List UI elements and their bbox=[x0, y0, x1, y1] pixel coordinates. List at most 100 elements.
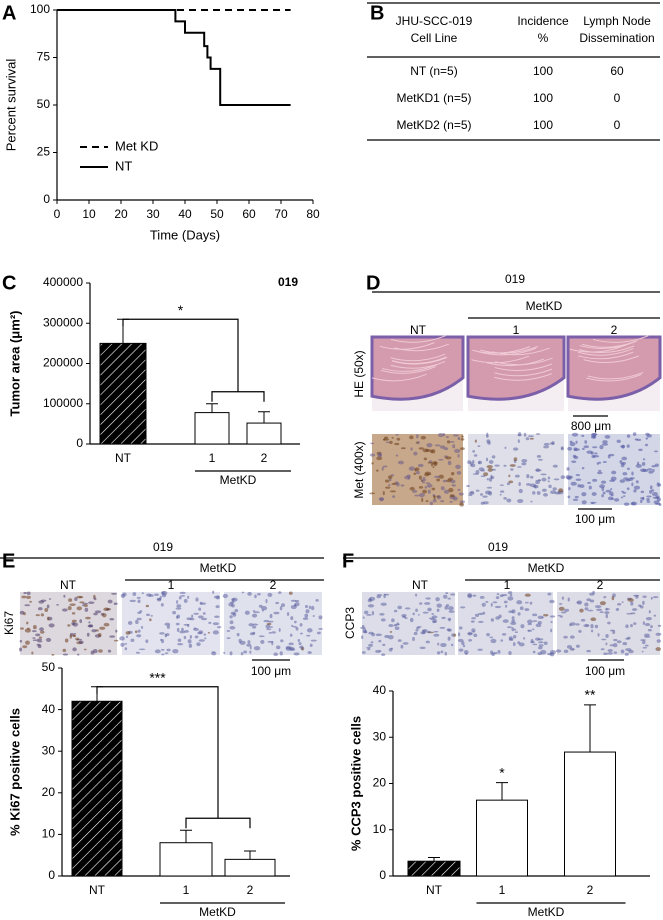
fiber bbox=[486, 358, 545, 367]
cell-nucleus bbox=[507, 626, 512, 629]
cell-nucleus bbox=[256, 593, 261, 596]
cell-nucleus bbox=[471, 617, 476, 620]
cell-nucleus bbox=[549, 599, 555, 604]
cell-nucleus bbox=[78, 640, 84, 644]
cell-nucleus bbox=[598, 469, 602, 472]
cell-nucleus bbox=[176, 627, 180, 633]
cell-nucleus bbox=[244, 610, 250, 615]
cell-nucleus bbox=[293, 652, 300, 656]
cell-nucleus bbox=[616, 640, 622, 644]
cell-nucleus bbox=[418, 475, 422, 480]
cell-nucleus bbox=[102, 613, 107, 618]
y-tick-label: 25 bbox=[37, 145, 51, 159]
cell-nucleus bbox=[513, 447, 519, 451]
cell-nucleus bbox=[389, 490, 397, 493]
cell-nucleus bbox=[280, 603, 286, 608]
cell-nucleus bbox=[521, 458, 528, 463]
cell-nucleus bbox=[625, 624, 629, 629]
cell-nucleus bbox=[511, 627, 514, 632]
cell-nucleus bbox=[422, 477, 426, 480]
cell-nucleus bbox=[293, 625, 297, 628]
cell-nucleus bbox=[82, 602, 89, 605]
bar bbox=[224, 858, 276, 877]
cell-nucleus bbox=[655, 647, 661, 652]
cell-nucleus bbox=[288, 591, 293, 595]
cell-nucleus bbox=[626, 612, 633, 615]
cell-nucleus bbox=[288, 642, 294, 646]
cell-nucleus bbox=[172, 649, 179, 654]
significance: *** bbox=[149, 669, 166, 685]
cell-nucleus bbox=[648, 610, 651, 614]
x-tick-label: NT bbox=[426, 883, 443, 897]
cell-nucleus bbox=[375, 649, 381, 653]
cell-nucleus bbox=[290, 599, 297, 602]
cell-nucleus bbox=[384, 479, 390, 483]
cell-nucleus bbox=[38, 600, 45, 604]
cell-nucleus bbox=[86, 632, 90, 637]
cell-nucleus bbox=[485, 457, 489, 462]
cell-nucleus bbox=[446, 440, 451, 444]
cell-nucleus bbox=[253, 611, 260, 614]
cell-nucleus bbox=[381, 653, 386, 656]
cell-nucleus bbox=[468, 638, 473, 642]
y-tick-label: 40 bbox=[42, 702, 56, 716]
scale-label: 100 μm bbox=[575, 512, 615, 526]
cell-nucleus bbox=[19, 627, 24, 630]
cell-nucleus bbox=[599, 601, 606, 606]
cell-nucleus bbox=[513, 628, 517, 631]
cell-nucleus bbox=[621, 601, 624, 603]
cell-nucleus bbox=[596, 462, 600, 465]
x-tick-label: 1 bbox=[499, 883, 506, 897]
cell-nucleus bbox=[653, 614, 657, 617]
bar bbox=[476, 799, 528, 877]
cell-nucleus bbox=[486, 486, 493, 489]
cell-nucleus bbox=[633, 489, 637, 493]
cell-nucleus bbox=[172, 610, 177, 615]
y-tick-label: 30 bbox=[42, 743, 56, 757]
cell-nucleus bbox=[499, 490, 505, 493]
cell-nucleus bbox=[591, 492, 597, 496]
x-tick-label: 70 bbox=[274, 207, 288, 221]
cell-nucleus bbox=[440, 650, 444, 654]
cell-nucleus bbox=[492, 601, 498, 604]
significance-bracket bbox=[96, 686, 251, 829]
cell-nucleus bbox=[547, 480, 550, 483]
fiber bbox=[494, 373, 553, 381]
cell-nucleus bbox=[508, 474, 511, 478]
cell-nucleus bbox=[587, 481, 592, 484]
cell-nucleus bbox=[532, 628, 535, 631]
cell-nucleus bbox=[141, 625, 144, 629]
cell-nucleus bbox=[215, 605, 220, 609]
cell-nucleus bbox=[445, 456, 452, 460]
cell-nucleus bbox=[189, 617, 195, 621]
cell-nucleus bbox=[369, 453, 376, 457]
cell-nucleus bbox=[415, 629, 419, 632]
cell-nucleus bbox=[187, 624, 190, 628]
cell-nucleus bbox=[120, 642, 125, 647]
fiber bbox=[569, 344, 626, 353]
cell-nucleus bbox=[541, 616, 544, 619]
cell-nucleus bbox=[79, 619, 83, 624]
cell-nucleus bbox=[560, 475, 566, 480]
cell-nucleus bbox=[535, 480, 541, 485]
cell-nucleus bbox=[280, 639, 284, 643]
cell-nucleus bbox=[457, 438, 461, 441]
cell-nucleus bbox=[111, 592, 118, 595]
cell-nucleus bbox=[486, 633, 490, 637]
cell-nucleus bbox=[491, 455, 496, 459]
cell-nucleus bbox=[149, 618, 152, 622]
cell-nucleus bbox=[234, 608, 239, 613]
cell-nucleus bbox=[525, 437, 530, 441]
cell-nucleus bbox=[375, 633, 382, 637]
cell-nucleus bbox=[447, 597, 451, 600]
cell-nucleus bbox=[658, 483, 662, 487]
fiber bbox=[579, 345, 635, 354]
x-axis-label: Time (Days) bbox=[150, 227, 220, 242]
cell-nucleus bbox=[647, 628, 652, 632]
cell-nucleus bbox=[409, 486, 415, 491]
cell-nucleus bbox=[550, 620, 553, 624]
cell-nucleus bbox=[626, 444, 630, 448]
cell-nucleus bbox=[394, 626, 400, 630]
cell-nucleus bbox=[24, 604, 31, 607]
cell-nucleus bbox=[567, 446, 573, 451]
